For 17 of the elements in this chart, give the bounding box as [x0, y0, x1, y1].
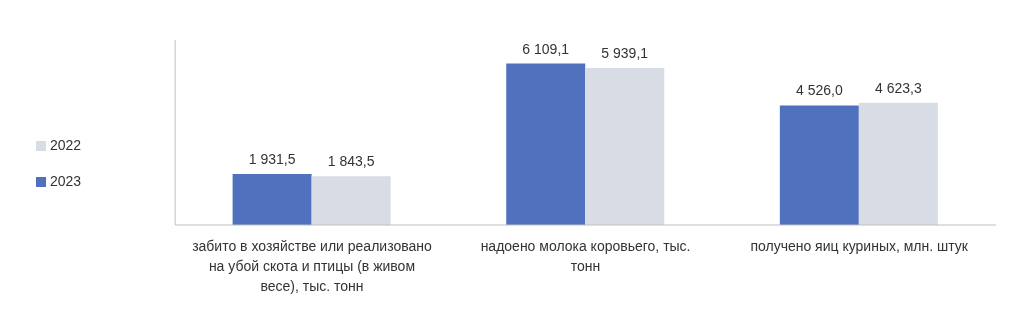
legend-label: 2022 [50, 137, 82, 153]
data-label: 4 623,3 [874, 79, 922, 96]
x-tick-label: забито в хозяйстве или реализовано на убой скота и птицы (в живом весе), тыс. тонн [192, 238, 432, 294]
bar [779, 105, 859, 225]
data-label: 5 939,1 [601, 45, 649, 62]
data-label: 6 109,1 [522, 40, 570, 57]
x-tick-label: надоено молока коровьего, тыс. тонн [480, 238, 691, 274]
data-label: 4 526,0 [795, 82, 843, 99]
data-label: 1 931,5 [248, 150, 296, 167]
bar [311, 176, 391, 225]
x-tick-label: получено яиц куриных, млн. штук [750, 238, 969, 254]
data-label: 1 843,5 [327, 153, 375, 170]
bar [232, 173, 312, 225]
bar [585, 68, 665, 225]
legend-label: 2023 [50, 173, 82, 189]
bar [506, 63, 586, 225]
bar [858, 102, 938, 225]
